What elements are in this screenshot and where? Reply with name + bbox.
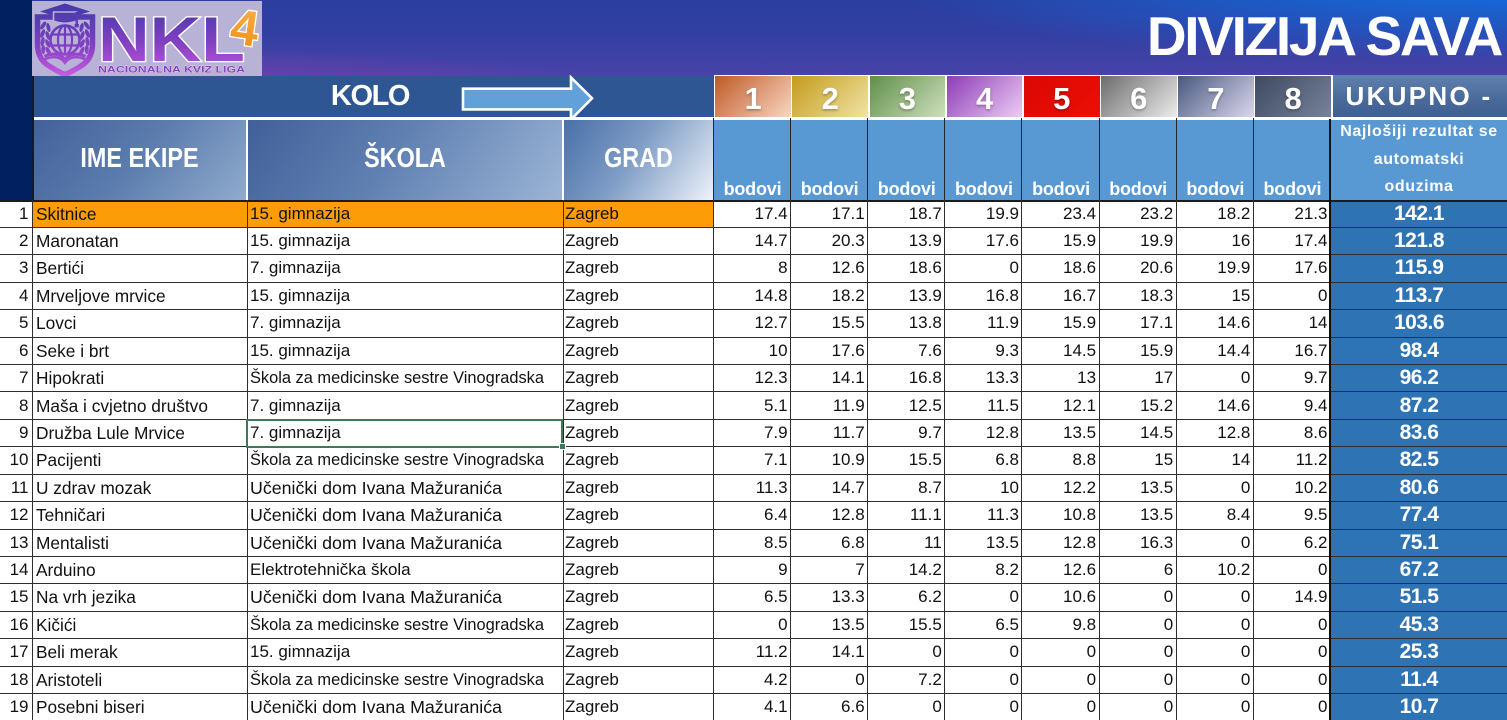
svg-text:NACIONALNA KVIZ LIGA: NACIONALNA KVIZ LIGA: [98, 65, 245, 76]
svg-text:NKL: NKL: [98, 5, 245, 75]
